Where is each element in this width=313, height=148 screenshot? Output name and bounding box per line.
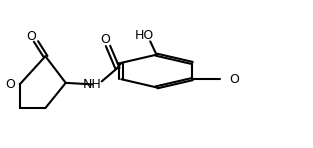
Text: O: O bbox=[5, 78, 15, 91]
Text: O: O bbox=[100, 33, 110, 46]
Text: O: O bbox=[26, 30, 36, 43]
Text: O: O bbox=[229, 73, 239, 86]
Text: HO: HO bbox=[134, 29, 154, 42]
Text: NH: NH bbox=[83, 78, 102, 91]
